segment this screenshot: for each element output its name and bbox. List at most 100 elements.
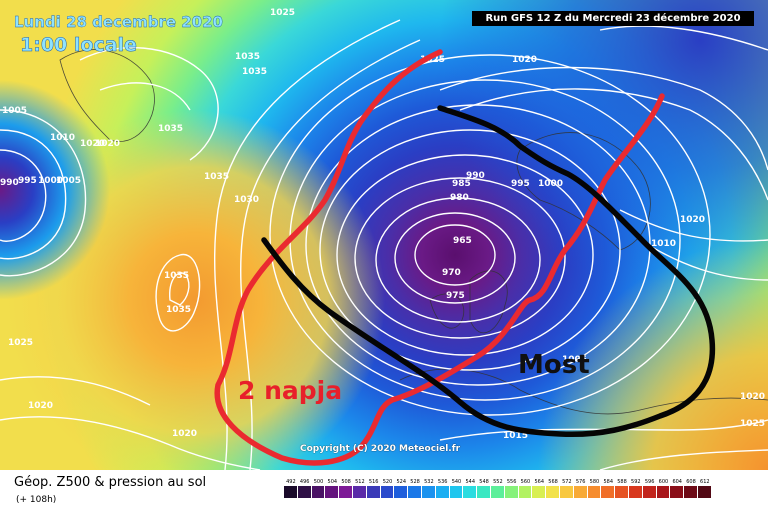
scale-step-swatch: [297, 486, 312, 498]
scale-step-swatch: [490, 486, 505, 498]
scale-step-label: 572: [562, 479, 572, 485]
scale-step-swatch: [615, 486, 629, 498]
isobar-value: 980: [450, 193, 469, 203]
scale-step-swatch: [697, 486, 712, 498]
scale-step-swatch: [518, 486, 533, 498]
scale-step: 496: [297, 478, 312, 498]
isobar-value: 1020: [512, 55, 537, 65]
scale-step-swatch: [670, 486, 685, 498]
scale-step: 612: [697, 478, 712, 498]
greenland-coast: [59, 49, 155, 142]
scale-step-swatch: [642, 486, 657, 498]
scale-step: 572: [559, 478, 574, 498]
isobar-west-low: [0, 129, 67, 260]
isobar-value: 1020: [95, 139, 120, 149]
scale-step-swatch: [352, 486, 367, 498]
isobar-value: 1005: [562, 355, 587, 365]
scale-step-swatch: [587, 486, 602, 498]
isobar-value: 985: [452, 179, 471, 189]
scale-step-label: 508: [341, 479, 351, 485]
isobar-value: 1035: [204, 172, 229, 182]
scale-step-swatch: [421, 486, 436, 498]
isobar-value: 1035: [242, 67, 267, 77]
scale-step-label: 512: [355, 479, 365, 485]
scale-step-label: 496: [299, 479, 310, 485]
isobar-ring: [269, 54, 711, 416]
scale-step: 492: [284, 478, 298, 498]
scale-step-label: 584: [603, 479, 613, 485]
isobar-west-low: [0, 109, 87, 277]
isobar-value: 1025: [420, 55, 445, 65]
scale-step-label: 500: [313, 479, 324, 485]
southeast-high-shading: [0, 0, 768, 470]
isobar-line: [240, 39, 421, 470]
isobar-south: [0, 376, 151, 406]
scale-step-swatch: [628, 486, 643, 498]
scale-step-label: 540: [451, 479, 462, 485]
scale-step: 528: [408, 478, 422, 498]
scale-step: 536: [435, 478, 450, 498]
scale-step-swatch: [339, 486, 353, 498]
copyright-notice: Copyright (C) 2020 Meteociel.fr: [300, 444, 461, 454]
annotation-two-days: 2 napja: [238, 376, 343, 405]
geopotential-color-scale: 492 496 500 504 508 512 516 520 524 528 532 536 540 5…: [284, 478, 712, 498]
isobar-values: 1025 1035 1005 1010 1020 1035 1035 1020 …: [0, 8, 765, 441]
isobar-ring: [414, 224, 496, 286]
scale-step: 508: [339, 478, 353, 498]
scale-step-swatch: [684, 486, 698, 498]
isobar-value: 1025: [740, 419, 765, 429]
scale-step: 524: [394, 478, 409, 498]
isobar-value: 1025: [270, 8, 295, 18]
scale-step: 580: [587, 478, 602, 498]
scale-step: 576: [573, 478, 588, 498]
isobar-value: 1000: [538, 179, 563, 189]
isobar-ring: [319, 129, 621, 371]
scale-step-label: 536: [437, 479, 448, 485]
annotation-red-route: [214, 49, 665, 466]
isobar-ring: [394, 212, 516, 304]
scale-step: 512: [352, 478, 367, 498]
isobar-value: 1020: [80, 139, 105, 149]
scale-step-swatch: [463, 486, 478, 498]
scale-step-label: 544: [465, 479, 476, 485]
scale-step-label: 504: [327, 479, 338, 485]
isobar-value: 1010: [651, 239, 676, 249]
isobar-south: [0, 416, 261, 470]
scale-step: 600: [656, 478, 671, 498]
scale-step-label: 596: [644, 479, 655, 485]
scale-step-label: 520: [382, 479, 393, 485]
scale-step-swatch: [477, 486, 491, 498]
scale-step-swatch: [559, 486, 574, 498]
annotation-black-route: [261, 105, 716, 438]
isobar-value: 990: [0, 178, 19, 188]
scale-step-label: 612: [700, 479, 710, 485]
isobar-value: 1015: [503, 431, 528, 441]
scale-step-swatch: [284, 486, 298, 498]
isobar-value: 1035: [235, 52, 260, 62]
run-info-banner: Run GFS 12 Z du Mercredi 23 décembre 202…: [472, 11, 754, 26]
isobar-value: 1005: [56, 176, 81, 186]
isobar-closed-high: [155, 253, 201, 332]
isobar-value: 1035: [158, 124, 183, 134]
scale-step-swatch: [656, 486, 671, 498]
scale-step-swatch: [408, 486, 422, 498]
scale-step-label: 592: [631, 479, 641, 485]
scale-step: 516: [366, 478, 381, 498]
scale-step: 504: [325, 478, 340, 498]
isobar-value: 1020: [740, 392, 765, 402]
isobar-line: [459, 88, 768, 201]
scale-step-label: 580: [589, 479, 600, 485]
scale-step-swatch: [504, 486, 519, 498]
isobar-value: 1035: [164, 271, 189, 281]
scale-step: 520: [380, 478, 395, 498]
scale-step-swatch: [366, 486, 381, 498]
scale-step-label: 516: [368, 479, 379, 485]
scale-step-label: 604: [672, 479, 682, 485]
local-time-label: 1:00 locale: [20, 34, 137, 57]
scale-step-swatch: [311, 486, 326, 498]
isobar-value: 1000: [38, 176, 63, 186]
isobar-value: 1020: [680, 215, 705, 225]
isobar-value: 1035: [166, 305, 191, 315]
scale-step-swatch: [380, 486, 395, 498]
